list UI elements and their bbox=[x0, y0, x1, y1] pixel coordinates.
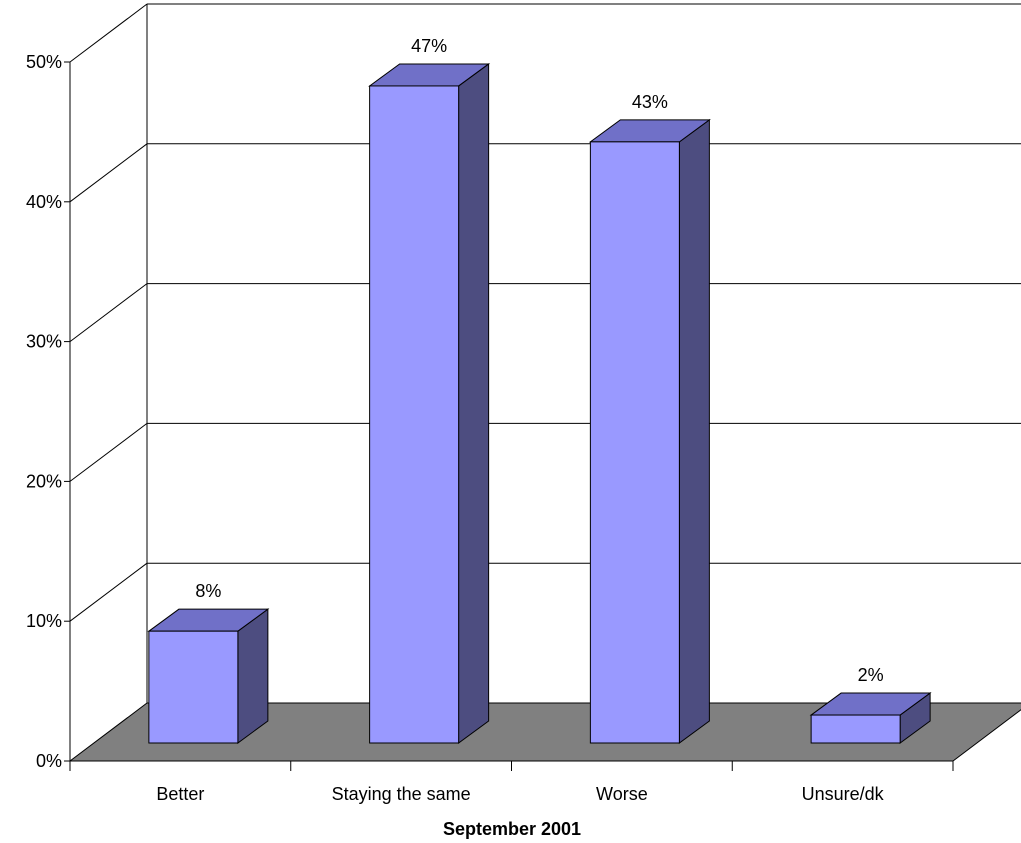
y-tick-label: 50% bbox=[26, 52, 62, 72]
bar bbox=[810, 714, 901, 744]
y-tick-label: 10% bbox=[26, 611, 62, 631]
category-label: Worse bbox=[596, 784, 648, 804]
grid-layer bbox=[69, 3, 1021, 622]
x-axis-title: September 2001 bbox=[443, 819, 581, 839]
gridline-side bbox=[69, 423, 148, 482]
gridline-side bbox=[69, 143, 148, 203]
data-label: 2% bbox=[858, 665, 884, 685]
category-label: Staying the same bbox=[332, 784, 471, 804]
bar-side bbox=[237, 608, 269, 744]
gridline-side bbox=[69, 283, 148, 342]
y-tick-label: 20% bbox=[26, 471, 62, 491]
category-label: Better bbox=[156, 784, 204, 804]
labels-layer: 8% Better 47% Staying the same 43% Worse 2% Uns… bbox=[156, 36, 884, 804]
bar-side bbox=[458, 62, 490, 744]
data-label: 8% bbox=[195, 581, 221, 601]
bar bbox=[369, 85, 460, 744]
bar bbox=[148, 630, 239, 744]
y-tick-label: 30% bbox=[26, 332, 62, 352]
category-label: Unsure/dk bbox=[802, 784, 885, 804]
bar-side bbox=[678, 118, 710, 744]
bar bbox=[589, 141, 680, 744]
data-label: 43% bbox=[632, 92, 668, 112]
gridline-side bbox=[69, 562, 148, 622]
axis-layer: 0% 10% 20% 30% 40% 50% bbox=[26, 52, 954, 771]
data-label: 47% bbox=[411, 36, 447, 56]
y-tick-label: 40% bbox=[26, 192, 62, 212]
y-tick-label: 0% bbox=[36, 751, 62, 771]
bars-layer bbox=[147, 62, 932, 744]
gridline-side bbox=[69, 3, 148, 63]
